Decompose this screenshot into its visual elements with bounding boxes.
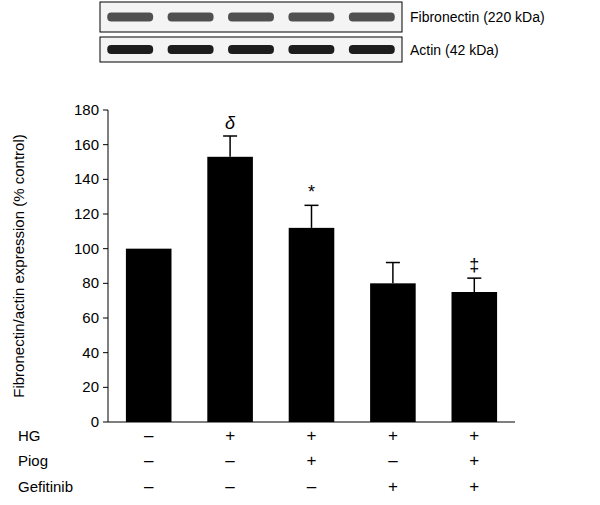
treatment-sign: – xyxy=(144,426,154,445)
blot-band xyxy=(168,45,214,54)
blot-band xyxy=(228,13,274,22)
error-bar xyxy=(386,263,400,284)
y-tick-label: 40 xyxy=(82,344,99,361)
y-tick-label: 160 xyxy=(74,136,99,153)
treatment-sign: + xyxy=(307,451,317,470)
error-stem xyxy=(474,278,476,292)
y-tick-label: 180 xyxy=(74,101,99,118)
y-tick-label: 20 xyxy=(82,378,99,395)
bar xyxy=(126,249,172,422)
y-axis xyxy=(108,110,109,422)
treatment-sign: – xyxy=(307,477,317,496)
treatment-sign: – xyxy=(225,451,235,470)
y-tick xyxy=(103,352,108,353)
treatment-sign: – xyxy=(388,451,398,470)
treatment-label: HG xyxy=(18,427,41,444)
significance-label: δ xyxy=(225,113,236,133)
treatment-sign: – xyxy=(144,451,154,470)
bar xyxy=(452,292,498,422)
blot-band xyxy=(288,13,334,22)
blot-band xyxy=(288,45,334,54)
y-tick xyxy=(103,283,108,284)
x-axis xyxy=(108,422,515,423)
y-tick xyxy=(103,387,108,388)
y-tick-label: 0 xyxy=(91,413,99,430)
error-cap xyxy=(305,205,319,207)
treatment-sign: – xyxy=(144,477,154,496)
chart-container: Fibronectin (220 kDa) Actin (42 kDa) δ * ‡ 0 2… xyxy=(0,0,600,505)
y-tick xyxy=(103,422,108,423)
y-tick xyxy=(103,318,108,319)
blot-frame xyxy=(100,2,402,32)
y-tick-label: 140 xyxy=(74,170,99,187)
y-tick xyxy=(103,144,108,145)
y-tick-label: 60 xyxy=(82,309,99,326)
treatment-label: Gefitinib xyxy=(18,478,73,495)
y-tick xyxy=(103,248,108,249)
blot-band xyxy=(107,13,153,22)
treatment-label: Piog xyxy=(18,452,48,469)
blot-band xyxy=(107,45,153,54)
error-stem xyxy=(392,263,394,284)
y-tick xyxy=(103,179,108,180)
blot-label: Fibronectin (220 kDa) xyxy=(410,9,545,25)
blot-band xyxy=(349,13,395,22)
error-bar xyxy=(223,136,237,157)
blot-band xyxy=(228,45,274,54)
treatment-sign: + xyxy=(388,426,398,445)
error-bar xyxy=(467,278,481,292)
error-bar xyxy=(305,205,319,228)
significance-label: ‡ xyxy=(469,255,479,275)
blot-label: Actin (42 kDa) xyxy=(410,42,499,58)
error-stem xyxy=(311,205,313,228)
y-axis-label: Fibronectin/actin expression (% control) xyxy=(10,134,27,397)
blot-band xyxy=(168,13,214,22)
y-tick xyxy=(103,110,108,111)
bar xyxy=(289,228,335,422)
bar xyxy=(207,157,253,422)
treatment-sign: + xyxy=(469,451,479,470)
bar xyxy=(370,283,416,422)
error-cap xyxy=(386,262,400,264)
y-tick-label: 80 xyxy=(82,274,99,291)
treatment-sign: – xyxy=(225,477,235,496)
significance-label: * xyxy=(308,182,315,202)
error-cap xyxy=(467,277,481,279)
y-tick xyxy=(103,214,108,215)
western-blot: Fibronectin (220 kDa) Actin (42 kDa) xyxy=(100,2,545,62)
treatment-sign: + xyxy=(469,477,479,496)
error-stem xyxy=(229,136,231,157)
treatment-sign: + xyxy=(388,477,398,496)
blot-band xyxy=(349,45,395,54)
bars xyxy=(126,136,497,422)
treatment-sign: + xyxy=(469,426,479,445)
blot-frame xyxy=(100,37,402,62)
y-tick-label: 100 xyxy=(74,240,99,257)
y-tick-label: 120 xyxy=(74,205,99,222)
chart-svg: Fibronectin (220 kDa) Actin (42 kDa) δ * ‡ 0 2… xyxy=(0,0,600,505)
error-cap xyxy=(223,135,237,137)
treatment-sign: + xyxy=(307,426,317,445)
treatment-sign: + xyxy=(225,426,235,445)
